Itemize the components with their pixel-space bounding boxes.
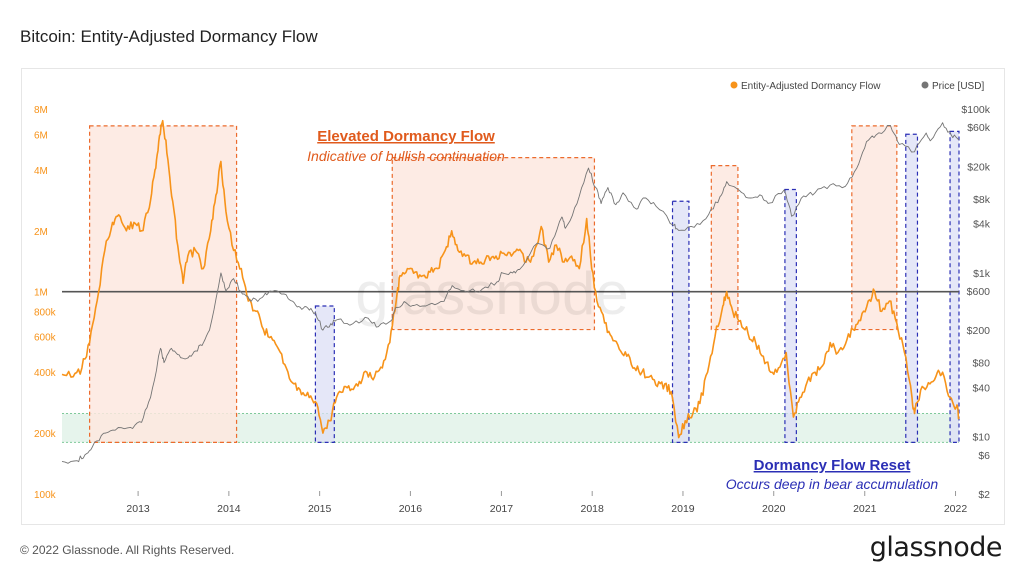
reset-annotation-title: Dormancy Flow Reset [754, 457, 911, 474]
left-axis-tick-label: 200k [34, 429, 57, 440]
chart-panel: glassnode 100k 200k 400k 600k 800k 1M 2M 4M 6M 8M… [21, 68, 1005, 525]
dormancy-flow-chart: glassnode 100k 200k 400k 600k 800k 1M 2M 4M 6M 8M… [34, 81, 991, 515]
dormancy-flow-line [61, 119, 960, 439]
right-axis-tick-label: $1k [973, 268, 991, 280]
shaded-periods [62, 125, 960, 443]
elevated-period-box [391, 157, 596, 331]
price-line [61, 122, 960, 464]
reset-period-box [905, 133, 919, 443]
elevated-annotation-title: Elevated Dormancy Flow [317, 128, 495, 145]
left-axis-tick-label: 1M [34, 288, 48, 299]
chart-lines [61, 119, 960, 464]
x-axis-tick-label: 2021 [853, 503, 877, 515]
x-axis-tick-label: 2013 [126, 503, 150, 515]
chart-annotations: Elevated Dormancy Flow Indicative of bull… [307, 128, 938, 492]
elevated-period-box [710, 165, 739, 331]
chart-axes: 100k 200k 400k 600k 800k 1M 2M 4M 6M 8M $2 $6 $10 $40… [34, 104, 991, 515]
left-axis-tick-label: 600k [34, 333, 57, 344]
right-axis-tick-label: $10 [972, 432, 990, 444]
x-axis-tick-label: 2015 [308, 503, 332, 515]
right-axis-tick-label: $60k [967, 122, 991, 134]
reset-period-box [314, 305, 335, 443]
right-axis-tick-label: $600 [967, 286, 991, 298]
left-axis-tick-label: 4M [34, 166, 48, 177]
elevated-period-box [851, 125, 898, 331]
copyright-notice: © 2022 Glassnode. All Rights Reserved. [20, 543, 235, 557]
x-axis-tick-label: 2020 [762, 503, 786, 515]
x-axis-tick-label: 2014 [217, 503, 241, 515]
right-axis-tick-label: $80 [972, 358, 990, 370]
left-axis-tick-label: 8M [34, 105, 48, 116]
legend-dormancy-marker[interactable] [730, 81, 738, 89]
x-axis-tick-label: 2018 [581, 503, 605, 515]
right-axis-tick-label: $2 [978, 489, 990, 501]
right-axis-tick-label: $40 [972, 382, 990, 394]
right-axis-tick-label: $8k [973, 194, 991, 206]
left-axis-tick-label: 2M [34, 227, 48, 238]
page-title: Bitcoin: Entity-Adjusted Dormancy Flow [20, 27, 318, 46]
legend-price-marker[interactable] [921, 81, 929, 89]
legend-dormancy-label: Entity-Adjusted Dormancy Flow [741, 81, 881, 92]
reset-annotation-subtitle: Occurs deep in bear accumulation [726, 476, 939, 492]
left-axis-tick-label: 400k [34, 368, 57, 379]
reset-period-box [949, 130, 960, 443]
right-axis-tick-label: $4k [973, 219, 991, 231]
x-axis-tick-label: 2017 [490, 503, 514, 515]
brand-logo: glassnode [869, 532, 1003, 563]
reset-period-box [784, 188, 797, 443]
reset-period-box [671, 200, 690, 443]
right-axis-tick-label: $20k [967, 161, 991, 173]
x-axis-tick-label: 2019 [671, 503, 695, 515]
x-axis-tick-label: 2016 [399, 503, 423, 515]
left-axis-tick-label: 6M [34, 130, 48, 141]
right-axis-tick-label: $100k [961, 104, 990, 116]
right-axis-tick-label: $6 [978, 450, 990, 462]
left-axis-tick-label: 800k [34, 307, 57, 318]
elevated-period-box [89, 125, 238, 443]
watermark: glassnode [355, 260, 629, 327]
legend-price-label: Price [USD] [932, 81, 984, 92]
left-axis-tick-label: 100k [34, 490, 57, 501]
chart-legend[interactable]: Entity-Adjusted Dormancy Flow Price [USD] [730, 81, 985, 92]
elevated-annotation-subtitle: Indicative of bullish continuation [307, 148, 505, 164]
x-axis-tick-label: 2022 [944, 503, 968, 515]
right-axis-tick-label: $200 [967, 325, 991, 337]
